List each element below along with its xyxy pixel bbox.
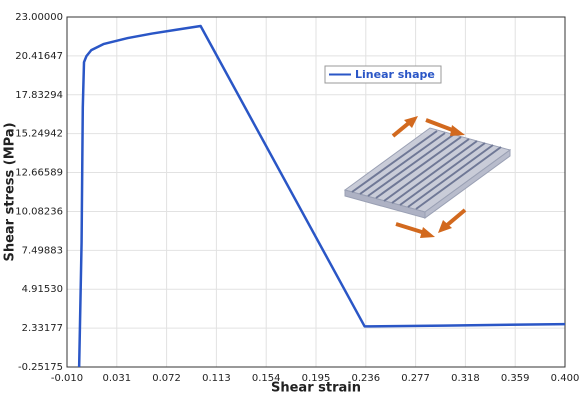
x-tick-label: 0.318 — [451, 373, 480, 384]
y-tick-label: 7.49883 — [22, 245, 63, 256]
plot-frame — [66, 16, 566, 368]
x-tick-label: -0.010 — [51, 373, 83, 384]
x-tick-label: 0.277 — [401, 373, 430, 384]
data-line — [77, 24, 566, 367]
y-tick-label: 10.08236 — [15, 206, 63, 217]
legend-label: Linear shape — [355, 68, 435, 81]
x-tick-label: 0.072 — [152, 373, 181, 384]
y-tick-label: 12.66589 — [15, 168, 63, 179]
x-tick-label: 0.236 — [351, 373, 380, 384]
y-tick-label: 17.83294 — [15, 90, 63, 101]
y-tick-label: 23.00000 — [15, 12, 63, 23]
y-tick-label: 20.41647 — [15, 51, 63, 62]
y-axis-title: Shear stress (MPa) — [3, 122, 18, 261]
x-tick-label: 0.400 — [551, 373, 580, 384]
legend-box — [324, 65, 442, 84]
x-tick-label: 0.359 — [501, 373, 530, 384]
x-tick-label: 0.195 — [302, 373, 331, 384]
y-tick-label: 4.91530 — [22, 284, 63, 295]
specimen-illustration — [343, 116, 512, 238]
y-tick-label: -0.25175 — [18, 362, 63, 373]
x-axis-title: Shear strain — [271, 381, 361, 396]
y-tick-label: 2.33177 — [22, 323, 63, 334]
x-tick-label: 0.154 — [252, 373, 281, 384]
x-tick-label: 0.113 — [202, 373, 231, 384]
x-tick-label: 0.031 — [102, 373, 131, 384]
y-tick-label: 15.24942 — [15, 129, 63, 140]
